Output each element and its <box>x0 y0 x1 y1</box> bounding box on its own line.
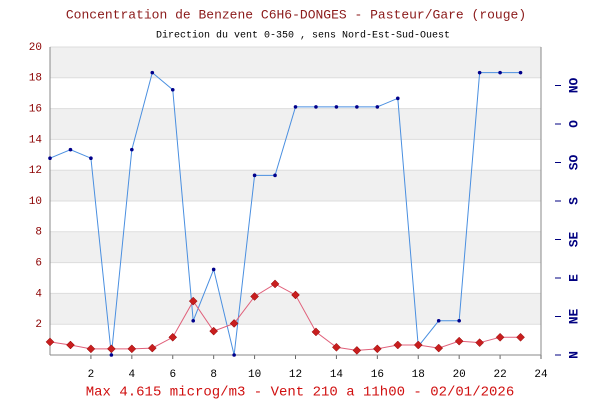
y2-tick-label: S <box>566 197 581 205</box>
point <box>332 342 341 352</box>
point <box>191 318 196 323</box>
point <box>127 344 137 354</box>
y2-tick-label: E <box>566 274 581 282</box>
point <box>89 156 93 161</box>
point <box>436 318 441 323</box>
x-tick-label: 14 <box>330 369 344 381</box>
chart-title: Concentration de Benzene C6H6-DONGES - P… <box>66 7 526 22</box>
point <box>107 344 116 354</box>
point <box>314 105 318 109</box>
point <box>188 296 198 306</box>
point <box>355 105 359 109</box>
x-tick-label: 12 <box>289 369 302 381</box>
y-tick-label: 6 <box>35 258 42 270</box>
point <box>250 292 259 301</box>
point <box>393 340 403 350</box>
x-tick-label: 2 <box>88 369 95 381</box>
y-tick-label: 18 <box>29 73 42 85</box>
point <box>477 70 482 75</box>
y2-tick-label: O <box>566 120 581 128</box>
point <box>516 332 525 342</box>
x-tick-label: 24 <box>534 369 548 381</box>
y-tick-label: 14 <box>29 134 43 146</box>
y-tick-label: 8 <box>35 227 42 239</box>
point <box>150 70 155 75</box>
y-tick-label: 10 <box>29 196 42 208</box>
point <box>252 173 257 178</box>
point <box>147 343 157 353</box>
y-tick-label: 12 <box>29 165 42 177</box>
y-tick-label: 20 <box>29 42 42 54</box>
point <box>311 327 321 337</box>
point <box>291 290 300 300</box>
point <box>495 332 505 342</box>
point <box>66 340 75 350</box>
point <box>170 87 175 92</box>
point <box>454 336 464 346</box>
y2-tick-label: SE <box>566 232 581 248</box>
point <box>434 343 444 353</box>
point <box>375 105 380 109</box>
chart-footer: Max 4.615 microg/m3 - Vent 210 a 11h00 -… <box>86 385 514 400</box>
y2-tick-label: SO <box>566 155 581 171</box>
point <box>130 147 134 152</box>
x-tick-label: 4 <box>129 369 136 381</box>
grid-band <box>50 108 541 140</box>
y2-tick-label: NO <box>566 78 581 94</box>
chart-subtitle: Direction du vent 0-350 , sens Nord-Est-… <box>156 30 450 42</box>
point <box>273 173 277 178</box>
x-tick-label: 18 <box>412 369 425 381</box>
grid-band <box>50 170 541 201</box>
point <box>372 344 382 354</box>
point <box>211 267 216 272</box>
x-tick-label: 16 <box>371 369 384 381</box>
y2-tick-label: NE <box>566 309 581 325</box>
point <box>395 96 400 101</box>
point <box>86 344 96 354</box>
point <box>168 332 178 342</box>
point <box>352 346 362 355</box>
series-line <box>49 71 521 356</box>
y-tick-label: 16 <box>29 104 42 116</box>
x-tick-label: 22 <box>493 369 506 381</box>
x-tick-label: 8 <box>210 369 217 381</box>
point <box>48 156 52 161</box>
x-tick-label: 20 <box>453 369 466 381</box>
point <box>498 70 502 75</box>
point <box>109 353 114 357</box>
x-tick-label: 10 <box>248 369 261 381</box>
point <box>293 105 298 109</box>
plot-layer <box>50 46 541 325</box>
y2-tick-label: N <box>566 351 581 359</box>
x-tick-label: 6 <box>169 369 176 381</box>
grid-band <box>50 47 541 78</box>
y-tick-label: 2 <box>35 319 42 331</box>
point <box>457 318 461 323</box>
point <box>475 338 484 348</box>
point <box>45 337 55 347</box>
point <box>413 340 423 350</box>
point <box>518 70 523 75</box>
grid-band <box>50 231 541 263</box>
point <box>229 319 239 328</box>
point <box>209 326 219 336</box>
point <box>68 147 73 152</box>
point <box>270 279 280 289</box>
point <box>232 353 236 357</box>
point <box>334 105 339 109</box>
y-tick-label: 4 <box>35 288 42 300</box>
